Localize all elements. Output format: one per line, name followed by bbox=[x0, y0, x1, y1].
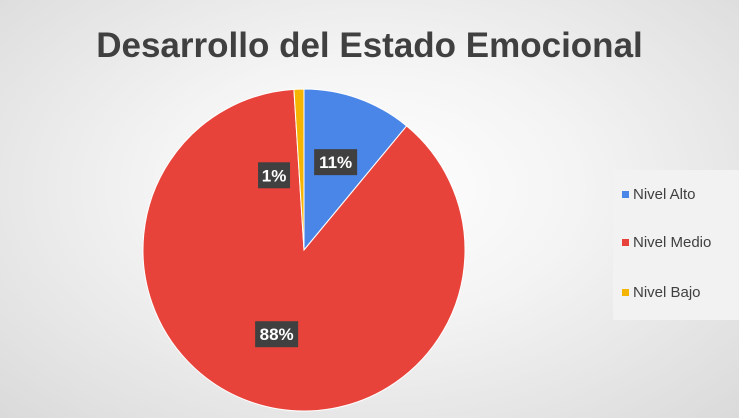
data-label-text-nivel-bajo: 1% bbox=[262, 166, 287, 185]
data-label-box-nivel-bajo bbox=[258, 162, 291, 189]
legend: Nivel Alto Nivel Medio Nivel Bajo bbox=[613, 170, 739, 320]
chart-title: Desarrollo del Estado Emocional bbox=[96, 26, 643, 65]
data-label-text-nivel-alto: 11% bbox=[319, 153, 352, 172]
legend-item-nivel-alto: Nivel Alto bbox=[622, 186, 696, 203]
legend-swatch-nivel-bajo bbox=[622, 289, 629, 296]
legend-label-nivel-medio: Nivel Medio bbox=[633, 234, 712, 251]
data-label-nivel-alto: 11% bbox=[314, 149, 358, 176]
legend-label-nivel-bajo: Nivel Bajo bbox=[633, 284, 701, 301]
data-label-box-nivel-medio bbox=[255, 321, 299, 348]
legend-item-nivel-bajo: Nivel Bajo bbox=[622, 284, 701, 301]
legend-swatch-nivel-alto bbox=[622, 191, 629, 198]
legend-swatch-nivel-medio bbox=[622, 239, 629, 246]
legend-label-nivel-alto: Nivel Alto bbox=[633, 186, 696, 203]
data-label-nivel-bajo: 1% bbox=[258, 162, 291, 189]
data-label-text-nivel-medio: 88% bbox=[260, 325, 294, 344]
pie-slice-nivel-bajo bbox=[293, 88, 305, 251]
pie-slice-nivel-medio bbox=[142, 88, 466, 412]
data-label-box-nivel-alto bbox=[314, 149, 358, 176]
data-label-nivel-medio: 88% bbox=[255, 321, 299, 348]
legend-item-nivel-medio: Nivel Medio bbox=[622, 234, 711, 251]
